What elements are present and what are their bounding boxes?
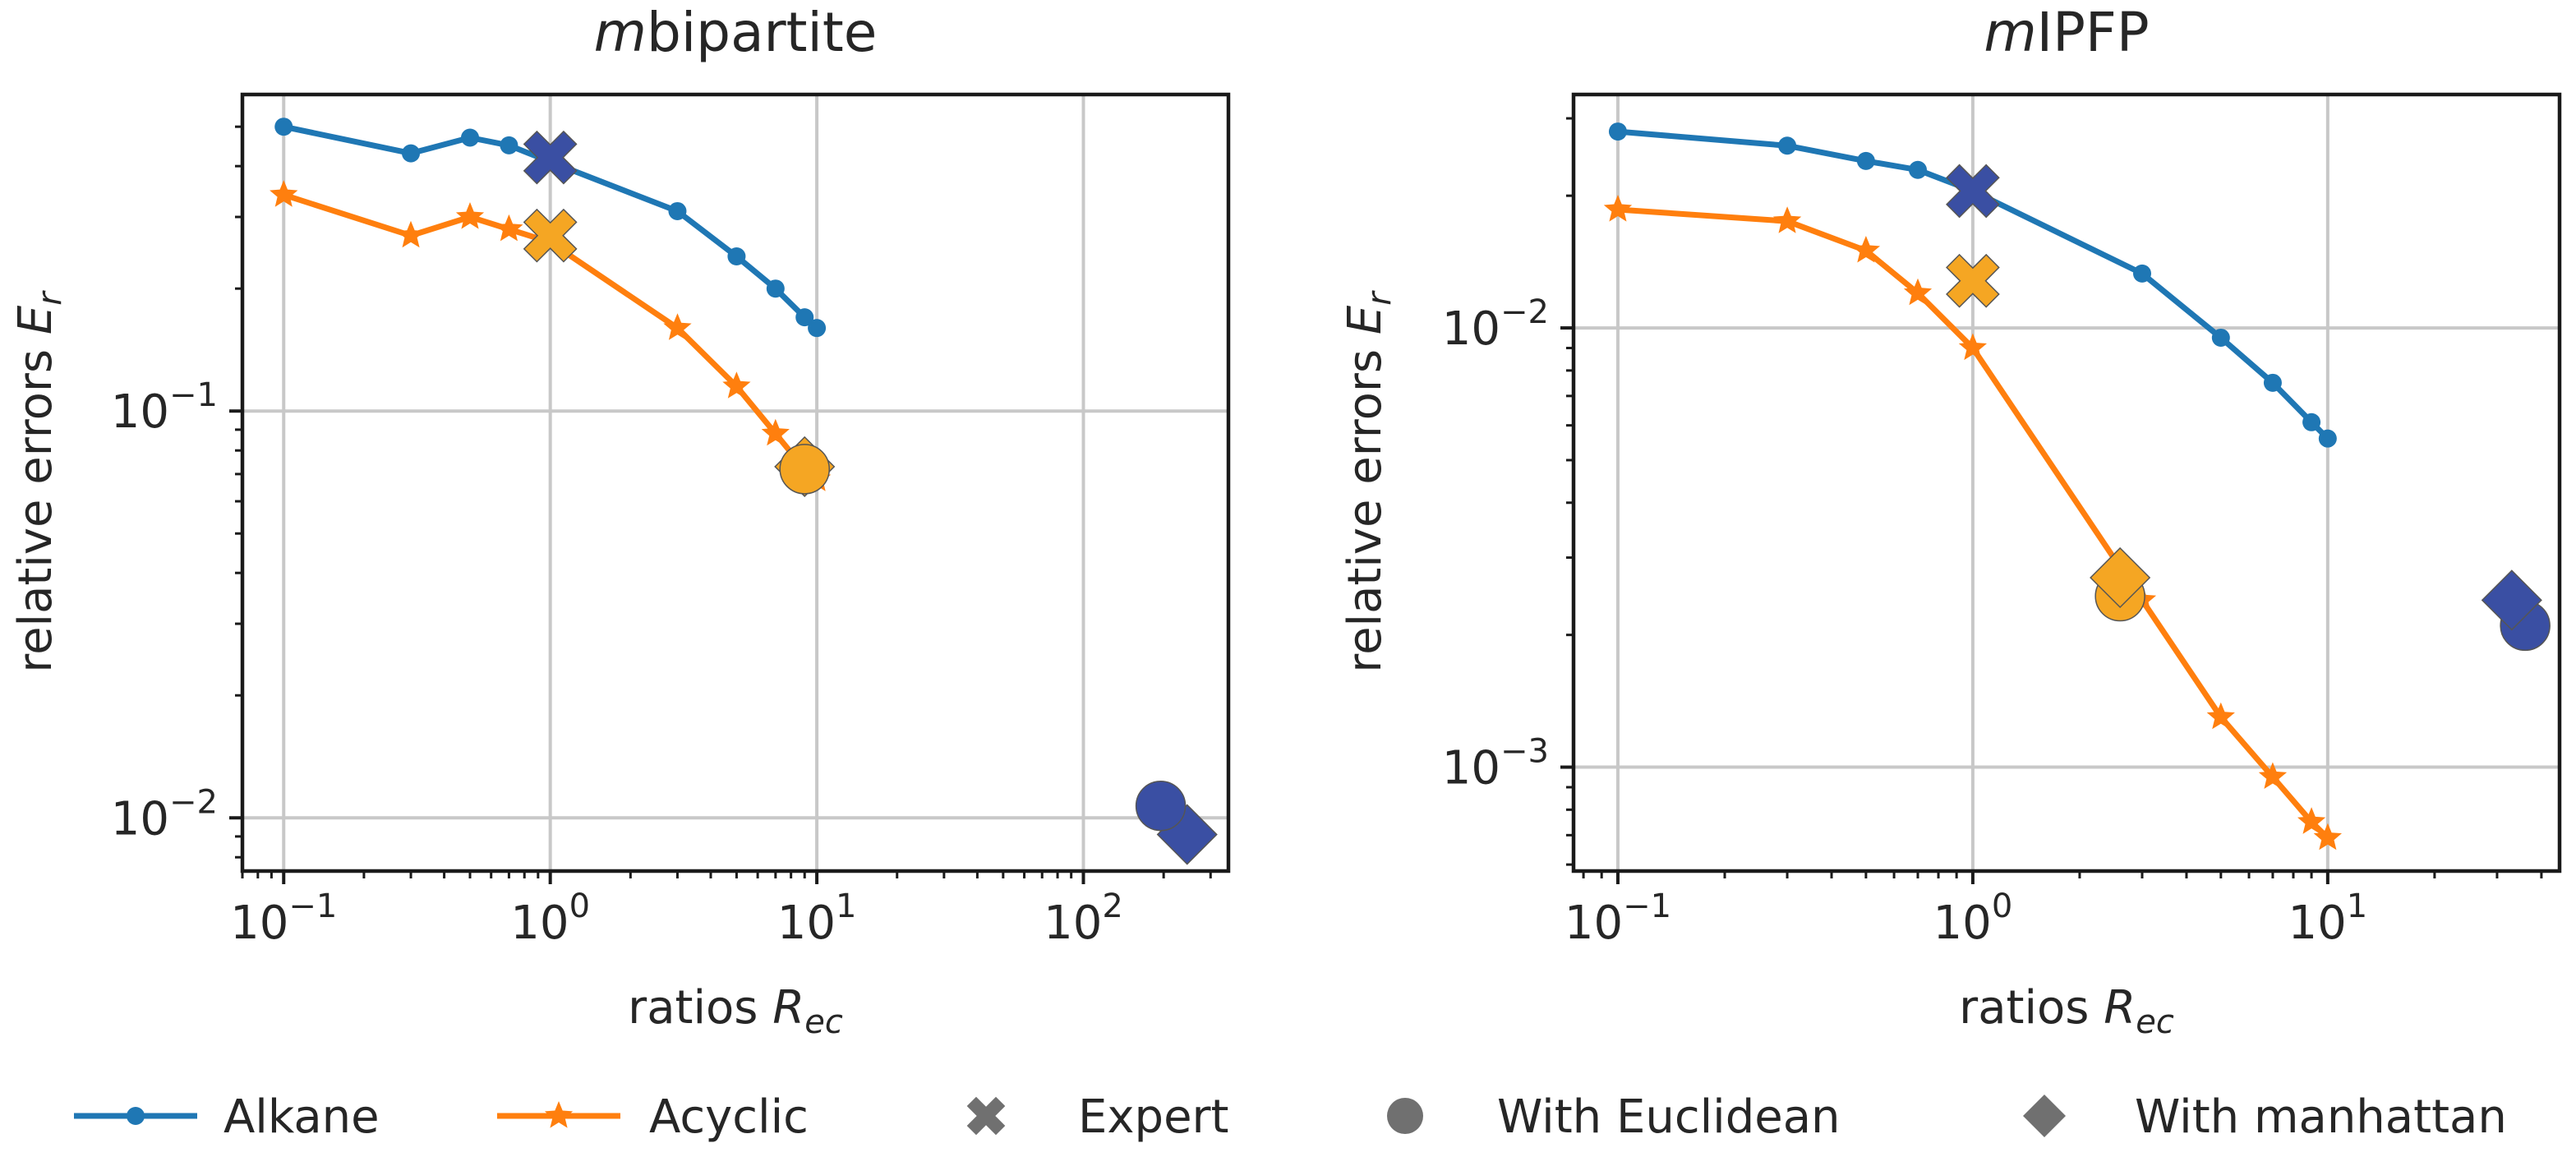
data-point-alkane (2263, 373, 2282, 392)
legend-dot-icon (127, 1107, 145, 1125)
data-point-alkane (727, 247, 746, 265)
x-axis-label: ratios Rec (628, 981, 843, 1041)
legend-label: Acyclic (649, 1090, 809, 1144)
data-point-alkane (766, 279, 785, 298)
data-point-alkane (2318, 429, 2337, 448)
x-axis-label: ratios Rec (1959, 981, 2174, 1041)
legend-label: Expert (1078, 1090, 1229, 1144)
legend-item-expert: Expert (966, 1090, 1229, 1144)
data-point-acyclic (663, 313, 692, 340)
legend-item-with-euclidean: With Euclidean (1387, 1090, 1841, 1144)
data-point-acyclic (2297, 807, 2326, 834)
circle-marker (779, 444, 830, 495)
diamond-marker (2481, 569, 2542, 631)
tick-layer: 10−1 100 101 10−3 10−2 (1442, 117, 2543, 950)
data-point-alkane (2132, 264, 2151, 283)
legend-item-acyclic: Acyclic (497, 1090, 809, 1144)
x-tick-label: 100 (510, 887, 590, 950)
x-tick-label: 102 (1044, 887, 1123, 950)
data-point-acyclic (2313, 823, 2342, 850)
y-tick-label: 10−2 (111, 783, 218, 846)
data-point-alkane (274, 118, 293, 136)
data-point-acyclic (761, 418, 790, 446)
data-point-acyclic (1603, 195, 1633, 222)
data-point-alkane (1778, 136, 1797, 155)
panel-title: mbipartite (594, 1, 878, 64)
x-tick-label: 10−1 (230, 887, 337, 950)
legend-item-alkane: Alkane (74, 1090, 380, 1144)
axes-frame (1571, 92, 2562, 874)
grid (1574, 94, 2560, 871)
data-point-alkane (795, 308, 814, 327)
legend-label: With Euclidean (1497, 1090, 1841, 1144)
legend-label: With manhattan (2135, 1090, 2507, 1144)
data-point-alkane (1608, 122, 1627, 141)
data-point-acyclic (1903, 278, 1933, 306)
x-tick-label: 10−1 (1564, 887, 1671, 950)
marker-layer (1946, 164, 2551, 652)
y-tick-label: 10−3 (1442, 733, 1549, 795)
legend-label: Alkane (223, 1090, 380, 1144)
x-tick-label: 100 (1933, 887, 2013, 950)
data-point-acyclic (722, 371, 751, 399)
cross-marker (1946, 164, 2000, 219)
data-point-acyclic (1958, 333, 1987, 361)
data-point-alkane (402, 144, 421, 163)
x-tick-label: 101 (2288, 887, 2367, 950)
y-axis-label: relative errors Er (9, 290, 69, 673)
series-line-alkane (283, 123, 819, 330)
cross-marker (1946, 253, 2000, 308)
circle-marker (1135, 780, 1187, 832)
data-point-alkane (668, 201, 687, 220)
y-tick-label: 10−1 (111, 376, 218, 439)
legend: Alkane Acyclic Expert With Euclidean With ma… (74, 1090, 2507, 1144)
data-point-acyclic (270, 180, 298, 207)
series-line-acyclic (1617, 206, 2330, 841)
data-point-alkane (2211, 328, 2230, 347)
data-point-alkane (808, 319, 827, 338)
marker-layer (523, 130, 1218, 865)
series-line-alkane (1617, 128, 2330, 441)
axes-frame (240, 92, 1231, 874)
series-layer (1603, 122, 2342, 850)
data-point-acyclic (1772, 206, 1802, 233)
legend-star-icon (544, 1101, 574, 1128)
panel-ipfp: mIPFP 10−1 100 101 10−3 10−2 ratios Rec rela… (1339, 1, 2562, 1041)
data-point-alkane (1908, 160, 1927, 179)
data-point-acyclic (455, 202, 485, 229)
data-point-alkane (500, 136, 518, 154)
legend-diamond-icon (2023, 1095, 2066, 1137)
data-point-alkane (1856, 151, 1875, 170)
x-tick-label: 101 (777, 887, 857, 950)
data-point-acyclic (495, 214, 523, 242)
data-point-alkane (2302, 413, 2321, 431)
grid (242, 94, 1228, 871)
cross-marker (523, 208, 578, 263)
panel-title: mIPFP (1984, 1, 2149, 64)
cross-marker (523, 130, 578, 185)
y-axis-label: relative errors Er (1339, 290, 1399, 673)
data-point-acyclic (1851, 236, 1880, 263)
data-point-acyclic (2206, 702, 2235, 730)
diamond-marker (2090, 546, 2151, 609)
data-point-alkane (461, 128, 480, 147)
legend-circle-icon (1387, 1098, 1423, 1134)
legend-item-with-manhattan: With manhattan (2023, 1090, 2507, 1144)
data-point-acyclic (396, 220, 426, 248)
y-tick-label: 10−2 (1442, 293, 1549, 356)
data-point-acyclic (2258, 762, 2288, 789)
legend-cross-icon (966, 1096, 1006, 1136)
